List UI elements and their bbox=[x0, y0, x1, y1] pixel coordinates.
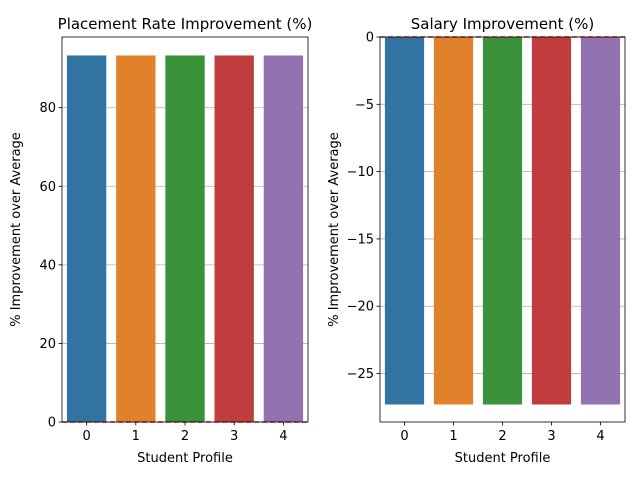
chart1-bar-0 bbox=[66, 55, 107, 422]
chart2-bar-0 bbox=[384, 37, 425, 405]
chart2-y-tick-label-0: 0 bbox=[366, 31, 374, 46]
chart2-bar-2 bbox=[482, 37, 523, 405]
chart1-bar-4 bbox=[263, 55, 304, 422]
chart1-x-tick-label-1: 1 bbox=[132, 429, 140, 444]
chart2-x-tick-label-4: 4 bbox=[596, 429, 604, 444]
chart2-title: Salary Improvement (%) bbox=[411, 15, 595, 33]
chart2-bar-1 bbox=[433, 37, 474, 405]
chart2-x-tick-label-2: 2 bbox=[498, 429, 506, 444]
chart1-x-tick-label-0: 0 bbox=[82, 429, 90, 444]
chart2-bar-3 bbox=[531, 37, 572, 405]
chart2-x-tick-label-0: 0 bbox=[400, 429, 408, 444]
chart2-y-tick-label-3: −15 bbox=[347, 232, 374, 247]
chart1-title: Placement Rate Improvement (%) bbox=[58, 15, 313, 33]
chart1-bar-1 bbox=[116, 55, 156, 422]
chart2-y-tick-label-4: −20 bbox=[347, 300, 374, 315]
chart1-x-tick-label-4: 4 bbox=[279, 429, 287, 444]
chart1-bar-2 bbox=[165, 55, 205, 422]
chart1-bar-3 bbox=[214, 55, 254, 422]
chart2-y-tick-label-1: −5 bbox=[355, 98, 374, 113]
chart2-x-tick-label-3: 3 bbox=[547, 429, 555, 444]
chart1-x-tick-label-2: 2 bbox=[181, 429, 189, 444]
chart1-y-tick-label-0: 0 bbox=[48, 416, 56, 431]
chart1-y-tick-label-1: 20 bbox=[39, 337, 56, 352]
chart1-y-tick-label-4: 80 bbox=[39, 101, 56, 116]
chart2-y-axis-label: % Improvement over Average bbox=[327, 132, 342, 327]
chart2-x-axis-label: Student Profile bbox=[455, 451, 551, 466]
chart1-y-axis-label: % Improvement over Average bbox=[9, 132, 24, 327]
chart1-y-tick-label-2: 40 bbox=[39, 258, 56, 273]
chart1-x-axis-label: Student Profile bbox=[137, 451, 233, 466]
chart1-x-tick-label-3: 3 bbox=[230, 429, 238, 444]
chart2-y-tick-label-2: −10 bbox=[347, 165, 374, 180]
chart2-y-tick-label-5: −25 bbox=[347, 367, 374, 382]
chart2-bar-4 bbox=[580, 37, 621, 405]
chart2-x-tick-label-1: 1 bbox=[449, 429, 457, 444]
chart1-y-tick-label-3: 60 bbox=[39, 180, 56, 195]
